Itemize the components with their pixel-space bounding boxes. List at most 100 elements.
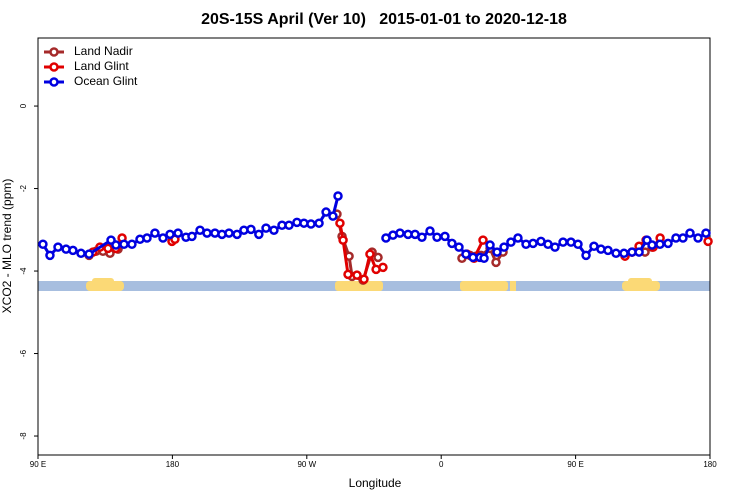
data-point — [373, 252, 383, 263]
data-point — [701, 228, 711, 238]
data-point — [685, 228, 695, 238]
chart-title: 20S-15S April (Ver 10) 2015-01-01 to 202… — [201, 11, 567, 28]
data-point — [202, 228, 212, 238]
data-point — [335, 218, 345, 228]
legend-label: Land Nadir — [74, 44, 133, 58]
data-point — [261, 223, 271, 233]
data-point — [461, 249, 471, 259]
data-point — [491, 257, 501, 268]
data-point — [142, 233, 152, 243]
data-point — [479, 253, 489, 264]
data-point — [53, 242, 63, 252]
data-point — [321, 207, 331, 217]
x-tick-label: 90 W — [297, 460, 316, 469]
data-point — [254, 229, 264, 240]
data-point — [603, 245, 613, 256]
data-point — [103, 243, 113, 254]
data-point — [573, 239, 583, 249]
data-point — [378, 262, 388, 273]
legend-marker — [49, 62, 59, 72]
data-point — [224, 228, 234, 238]
x-axis-label: Longitude — [349, 476, 402, 490]
data-point — [432, 232, 442, 242]
data-point — [314, 218, 324, 228]
y-axis-label: XCO2 - MLO trend (ppm) — [0, 179, 14, 314]
data-point — [499, 242, 509, 252]
plot-frame — [37, 37, 711, 456]
data-point — [634, 247, 644, 257]
data-point — [359, 274, 369, 285]
data-point — [328, 211, 338, 221]
data-point — [232, 229, 242, 240]
data-point — [38, 239, 48, 249]
land-band — [628, 278, 652, 284]
legend-label: Land Glint — [74, 59, 129, 73]
data-point — [447, 238, 457, 249]
data-point — [581, 250, 591, 261]
data-point — [492, 247, 502, 257]
data-point — [173, 228, 183, 238]
y-tick-label: -2 — [19, 184, 28, 192]
legend-marker — [49, 47, 59, 57]
y-tick-label: -8 — [19, 432, 28, 440]
x-tick-label: 180 — [166, 460, 180, 469]
x-tick-label: 90 E — [30, 460, 46, 469]
x-tick-label: 180 — [703, 460, 717, 469]
data-point — [425, 226, 435, 236]
data-point — [306, 219, 316, 229]
data-point — [440, 231, 450, 242]
data-point — [246, 224, 256, 235]
data-point — [478, 235, 488, 245]
legend-label: Ocean Glint — [74, 74, 138, 88]
data-point — [558, 237, 568, 247]
data-point — [417, 232, 427, 242]
data-point — [45, 250, 55, 261]
data-point — [528, 238, 538, 249]
land-band — [335, 281, 383, 291]
land-band — [460, 281, 508, 291]
series-line — [88, 213, 653, 283]
data-point — [506, 237, 516, 247]
land-band — [510, 281, 516, 291]
data-point — [150, 228, 160, 238]
data-point — [119, 239, 129, 249]
data-point — [111, 240, 121, 250]
data-point — [647, 240, 657, 250]
data-point — [663, 238, 673, 249]
data-point — [703, 236, 713, 247]
data-point — [158, 233, 168, 243]
data-point — [338, 235, 348, 245]
data-point — [68, 245, 78, 256]
data-point — [655, 239, 665, 249]
data-point — [187, 231, 197, 242]
data-point — [550, 242, 560, 252]
data-point — [84, 249, 94, 259]
data-point — [365, 249, 375, 259]
data-point — [611, 248, 621, 259]
data-point — [165, 229, 175, 240]
data-point — [333, 191, 343, 201]
x-tick-label: 90 E — [567, 460, 583, 469]
data-point — [619, 248, 629, 259]
data-point — [678, 233, 688, 243]
data-point — [269, 225, 279, 235]
data-point — [485, 240, 495, 250]
legend-marker — [49, 77, 59, 87]
data-point — [76, 248, 86, 259]
data-point — [127, 239, 137, 249]
data-point — [513, 233, 523, 243]
map-strip — [38, 278, 710, 291]
data-point — [284, 220, 294, 231]
data-point — [454, 242, 464, 252]
land-band — [92, 278, 114, 284]
x-tick-label: 0 — [439, 460, 444, 469]
y-tick-label: -4 — [19, 267, 28, 275]
y-tick-label: -6 — [19, 349, 28, 357]
data-point — [395, 228, 405, 238]
y-tick-label: 0 — [19, 103, 28, 108]
data-point — [352, 270, 362, 280]
data-point — [693, 233, 703, 243]
data-point — [343, 269, 353, 280]
